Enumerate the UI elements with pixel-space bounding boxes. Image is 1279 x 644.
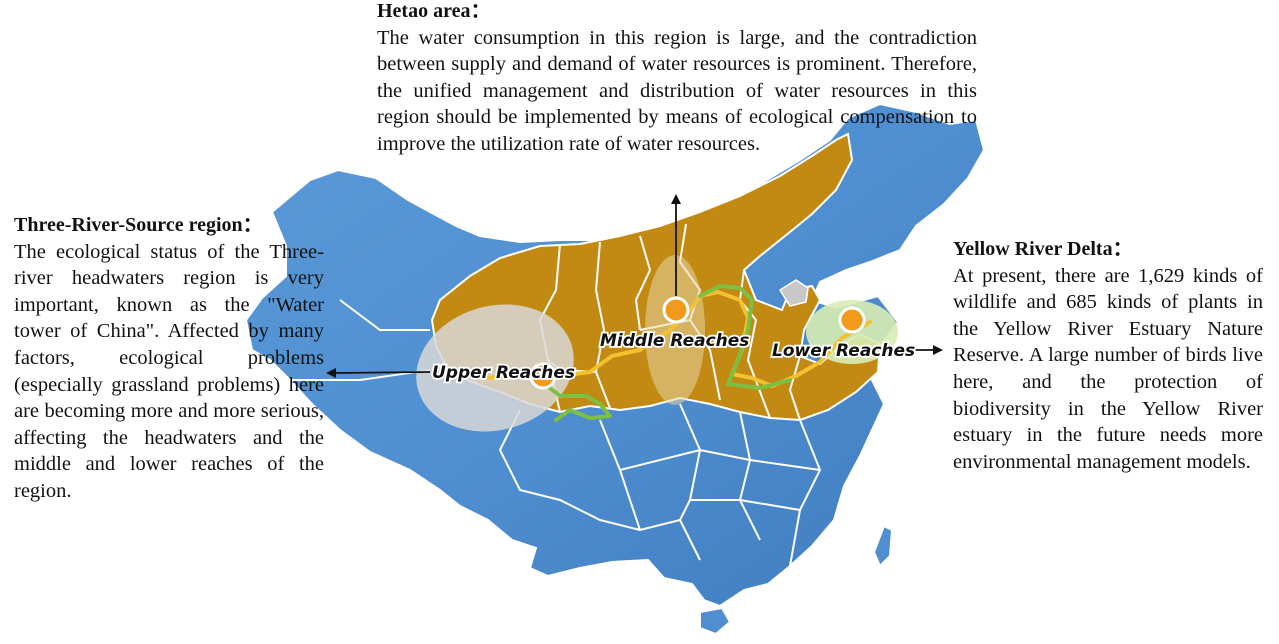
- yellow-river-middle-green: [698, 284, 792, 390]
- yellow-river-tributary: [538, 378, 612, 422]
- upper-reaches-marker: [529, 362, 557, 390]
- arrow-head-hetao: [671, 194, 681, 204]
- three-river-source-heading: Three-River-Source region：: [14, 214, 263, 236]
- upper-reaches-zone: [416, 304, 574, 432]
- lower-reaches-marker: [838, 306, 866, 334]
- hetao-body: The water consumption in this region is …: [377, 26, 977, 155]
- arrow-to-source: [333, 371, 431, 374]
- middle-reaches-zone: [645, 255, 705, 405]
- arrow-head-delta: [933, 345, 943, 355]
- beijing-area: [778, 279, 809, 307]
- callout-arrows: [326, 194, 943, 378]
- yellow-river-delta-heading: Yellow River Delta：: [953, 238, 1133, 260]
- arrow-head-source: [326, 368, 336, 378]
- lower-reaches-label: Lower Reaches: [772, 341, 915, 361]
- yellow-river-delta-body: At present, there are 1,629 kinds of wil…: [953, 264, 1263, 473]
- hetao-heading: Hetao area：: [377, 0, 491, 22]
- hetao-annotation: Hetao area： The water consumption in thi…: [377, 0, 977, 158]
- three-river-source-body: The ecological status of the Three-river…: [14, 240, 324, 502]
- yellow-river-delta-annotation: Yellow River Delta： At present, there ar…: [953, 236, 1263, 475]
- upper-reaches-label: Upper Reaches: [432, 363, 575, 383]
- middle-reaches-marker: [662, 296, 690, 324]
- middle-reaches-label: Middle Reaches: [600, 331, 749, 351]
- hainan-island: [699, 606, 732, 636]
- taiwan-island: [872, 524, 894, 568]
- three-river-source-annotation: Three-River-Source region： The ecologica…: [14, 212, 324, 505]
